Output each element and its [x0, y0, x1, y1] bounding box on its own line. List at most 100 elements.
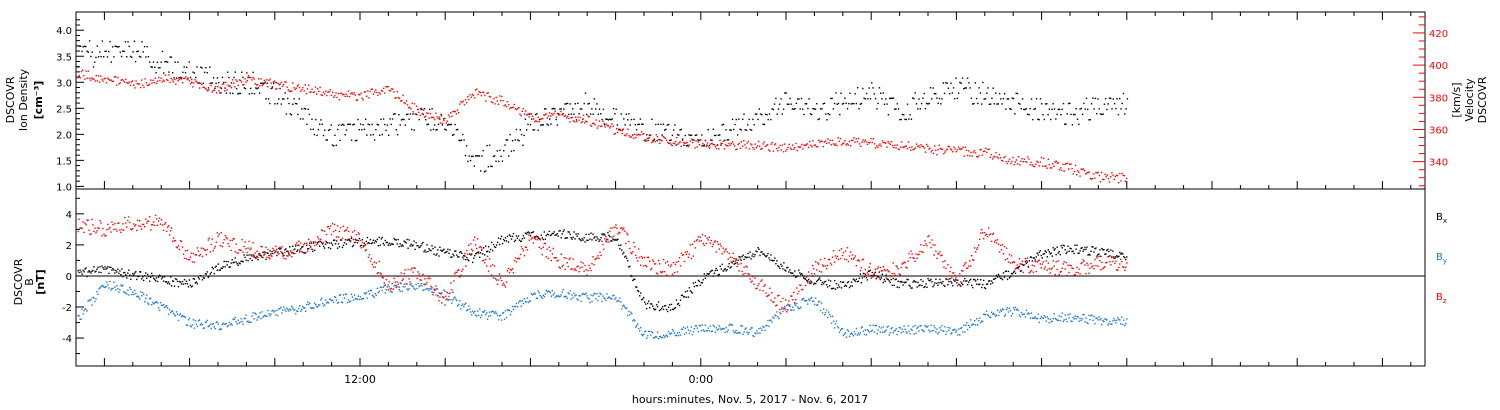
bottom-data-point [525, 246, 528, 249]
bottom-data-point [610, 227, 612, 229]
bottom-data-point [418, 285, 420, 288]
bottom-data-point [647, 302, 649, 305]
top-data-point [204, 87, 207, 90]
top-data-point [929, 87, 932, 89]
bottom-data-point [527, 234, 530, 236]
bottom-data-point [1075, 271, 1077, 274]
bottom-data-point [517, 235, 520, 237]
bottom-data-point [744, 256, 746, 258]
top-data-point [719, 139, 721, 142]
bottom-data-point [498, 243, 501, 246]
bottom-data-point [865, 276, 868, 279]
top-data-point [821, 108, 823, 110]
bottom-data-point [385, 289, 387, 291]
bottom-data-point [603, 248, 605, 250]
top-data-point [1105, 176, 1107, 178]
top-data-point [505, 139, 507, 141]
bottom-data-point [364, 293, 367, 295]
bottom-data-point [481, 247, 483, 249]
bottom-data-point [959, 334, 961, 336]
bottom-data-point [863, 333, 866, 336]
bottom-data-point [349, 300, 352, 302]
bottom-data-point [778, 317, 780, 320]
bottom-data-point [938, 253, 940, 255]
top-data-point [578, 119, 580, 121]
top-right-label-line2: Velocity [1463, 78, 1476, 122]
bottom-data-point [752, 253, 754, 255]
bottom-data-point [601, 233, 603, 235]
top-data-point [514, 108, 517, 110]
top-data-point [696, 134, 698, 136]
bottom-data-point [552, 247, 554, 250]
top-data-point [914, 147, 917, 149]
bottom-data-point [1081, 247, 1083, 249]
bottom-data-point [182, 283, 185, 285]
bottom-data-point [988, 316, 991, 318]
bottom-data-point [781, 265, 783, 267]
bottom-data-point [603, 297, 605, 299]
bottom-data-point [764, 329, 766, 332]
top-right-label-units: [km/s] [1450, 82, 1463, 117]
top-data-point [550, 115, 552, 117]
top-data-point [1013, 164, 1015, 166]
bottom-data-point [299, 305, 301, 307]
top-data-point [1070, 113, 1072, 116]
top-data-point [311, 88, 313, 90]
bottom-data-point [444, 304, 446, 306]
bottom-data-point [755, 333, 757, 335]
bottom-data-point [370, 289, 373, 292]
top-data-point [684, 134, 686, 137]
bottom-data-point [619, 297, 621, 299]
bottom-data-point [626, 307, 628, 309]
bottom-data-point [761, 251, 763, 253]
bottom-data-point [220, 232, 222, 234]
top-data-point [456, 109, 459, 111]
top-data-point [384, 123, 386, 126]
top-data-point [830, 144, 832, 146]
bottom-data-point [822, 308, 825, 310]
top-data-point [493, 98, 495, 100]
top-data-point [251, 79, 253, 81]
bottom-data-point [635, 254, 637, 257]
top-data-point [795, 142, 797, 145]
top-data-point [1001, 159, 1003, 162]
bottom-data-point [495, 244, 498, 246]
top-data-point [255, 84, 258, 86]
top-data-point [778, 146, 780, 149]
bottom-data-point [155, 301, 158, 303]
bottom-data-point [537, 237, 539, 239]
bottom-data-point [262, 251, 264, 254]
bottom-data-point [652, 307, 655, 310]
top-data-point [713, 134, 716, 137]
bottom-data-point [1097, 319, 1099, 321]
bottom-data-point [592, 233, 594, 235]
top-data-point [730, 129, 732, 131]
bottom-data-point [949, 327, 951, 329]
bottom-data-point [323, 304, 326, 306]
top-data-point [80, 70, 83, 73]
top-data-point [439, 122, 442, 124]
top-data-point [443, 119, 445, 122]
bottom-data-point [401, 290, 403, 292]
bottom-data-point [667, 330, 670, 333]
bottom-data-point [79, 227, 81, 229]
top-data-point [136, 82, 138, 85]
top-data-point [278, 84, 280, 86]
top-data-point [908, 118, 910, 120]
top-data-point [538, 118, 541, 121]
bottom-data-point [311, 242, 313, 244]
bottom-data-point [439, 296, 441, 298]
bottom-data-point [208, 325, 210, 327]
bottom-data-point [655, 304, 658, 306]
bottom-data-point [904, 262, 906, 264]
top-data-point [856, 141, 859, 143]
bottom-data-point [482, 311, 484, 313]
bottom-data-point [518, 239, 521, 241]
bottom-data-point [173, 285, 176, 287]
bottom-data-point [790, 295, 792, 297]
top-data-point [410, 108, 412, 110]
top-data-point [587, 103, 589, 105]
top-data-point [321, 94, 324, 97]
top-data-point [866, 143, 869, 145]
bottom-data-point [899, 281, 901, 283]
